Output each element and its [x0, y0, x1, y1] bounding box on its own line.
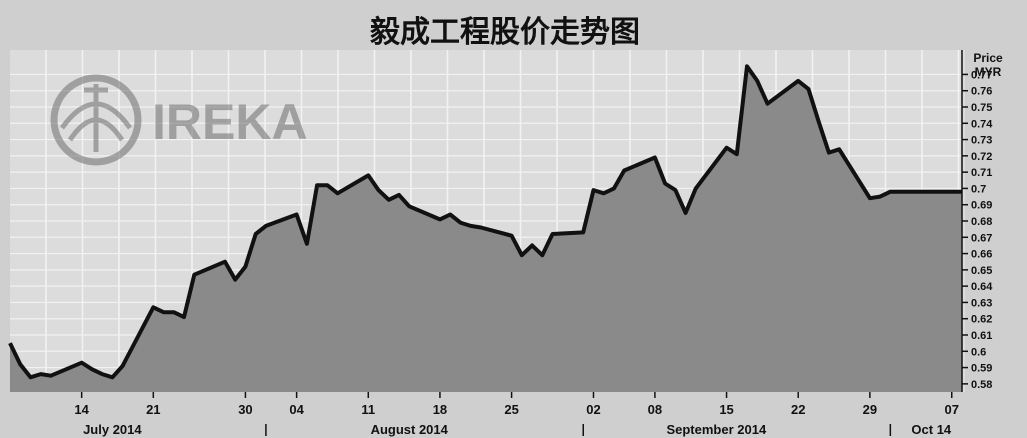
- logo-ring-icon: [50, 74, 142, 166]
- month-axis: July 2014 August 2014 September 2014 Oct 14: [83, 422, 952, 437]
- y-tick-label: 0.7: [971, 183, 986, 195]
- x-tick-label: 08: [648, 402, 662, 417]
- x-tick-label: 25: [504, 402, 518, 417]
- y-tick-label: 0.75: [971, 102, 992, 114]
- y-tick-label: 0.77: [971, 69, 992, 81]
- y-tick-label: 0.59: [971, 363, 992, 375]
- x-tick-label: 22: [791, 402, 805, 417]
- month-label: August 2014: [371, 422, 449, 437]
- x-tick-label: 02: [586, 402, 600, 417]
- logo-mark-icon: [84, 84, 108, 152]
- y-axis: 0.77 0.76 0.75 0.74 0.73 0.72 0.71 0.7 0.69 0.68 0…: [961, 50, 993, 392]
- y-tick-label: 0.61: [971, 330, 992, 342]
- y-axis-title-line2: MYR: [975, 65, 1002, 79]
- x-tick-label: 18: [433, 402, 447, 417]
- y-tick-label: 0.73: [971, 135, 992, 147]
- ireka-logo: IREKA: [50, 74, 308, 166]
- y-tick-label: 0.68: [971, 216, 992, 228]
- logo-text: IREKA: [152, 94, 308, 150]
- y-tick-label: 0.66: [971, 249, 992, 261]
- x-axis: 14 21 30 04 11 18 25 02 08 15 22 29 07: [74, 392, 959, 417]
- x-tick-label: 04: [289, 402, 304, 417]
- x-tick-label: 07: [945, 402, 959, 417]
- chart-title: 毅成工程股价走势图: [370, 15, 640, 50]
- y-tick-label: 0.74: [971, 118, 993, 130]
- month-label: Oct 14: [911, 422, 952, 437]
- y-tick-label: 0.67: [971, 232, 992, 244]
- x-tick-label: 30: [238, 402, 252, 417]
- y-tick-label: 0.71: [971, 167, 992, 179]
- x-tick-label: 14: [74, 402, 89, 417]
- y-tick-label: 0.65: [971, 265, 992, 277]
- x-tick-label: 15: [719, 402, 733, 417]
- y-tick-label: 0.6: [971, 346, 986, 358]
- x-tick-label: 29: [863, 402, 877, 417]
- y-axis-title-line1: Price: [973, 51, 1003, 65]
- y-tick-label: 0.72: [971, 151, 992, 163]
- month-label: September 2014: [666, 422, 766, 437]
- y-tick-label: 0.62: [971, 314, 992, 326]
- y-tick-label: 0.76: [971, 86, 992, 98]
- y-tick-label: 0.58: [971, 379, 992, 391]
- y-tick-label: 0.69: [971, 200, 992, 212]
- x-tick-label: 21: [146, 402, 160, 417]
- y-tick-label: 0.64: [971, 281, 993, 293]
- y-tick-label: 0.63: [971, 297, 992, 309]
- x-tick-label: 11: [361, 402, 375, 417]
- price-line: [8, 64, 962, 380]
- month-label: July 2014: [83, 422, 142, 437]
